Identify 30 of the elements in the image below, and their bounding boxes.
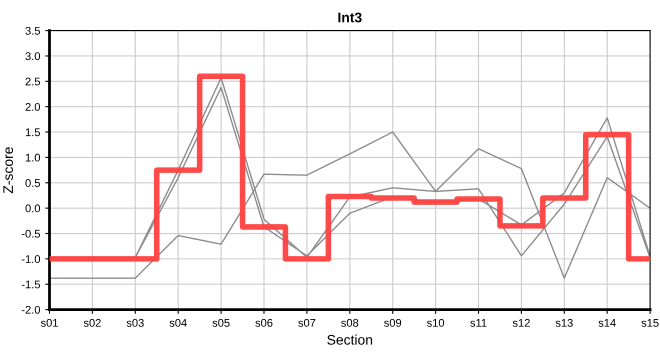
y-tick-label: 1.0 (26, 154, 40, 162)
y-tick-label: 3.5 (25, 26, 40, 35)
chart-title: Int3 (338, 12, 362, 22)
x-tick-label: s15 (641, 319, 659, 327)
y-tick-label: 0.5 (25, 179, 40, 187)
y-tick-label: 0.0 (25, 204, 40, 212)
x-tick-label: s02 (84, 318, 101, 327)
x-tick-label: s01 (40, 318, 58, 327)
x-tick-label: s04 (170, 318, 187, 327)
y-axis-title: Z-score (3, 147, 14, 194)
x-tick-label: s14 (598, 319, 616, 327)
y-tick-label: 1.5 (26, 128, 40, 136)
x-tick-label: s08 (341, 318, 358, 327)
y-tick-label: 3.0 (25, 52, 40, 60)
x-tick-label: s05 (212, 318, 230, 327)
y-tick-label: -0.5 (22, 230, 40, 238)
x-tick-label: s11 (470, 319, 487, 327)
x-axis-title: Section (327, 334, 372, 345)
x-tick-label: s06 (255, 318, 272, 327)
x-tick-label: s09 (384, 318, 402, 327)
x-tick-label: s13 (556, 318, 573, 327)
y-tick-label: -1.5 (22, 280, 40, 288)
y-tick-label: 2.5 (26, 78, 40, 86)
y-tick-label: -1.0 (22, 255, 40, 264)
x-tick-label: s03 (126, 318, 144, 327)
x-tick-label: s07 (298, 318, 316, 327)
y-tick-label: -2.0 (22, 306, 40, 314)
y-tick-label: 2.0 (26, 102, 40, 111)
x-tick-label: s10 (426, 318, 444, 327)
x-tick-label: s12 (512, 318, 530, 327)
